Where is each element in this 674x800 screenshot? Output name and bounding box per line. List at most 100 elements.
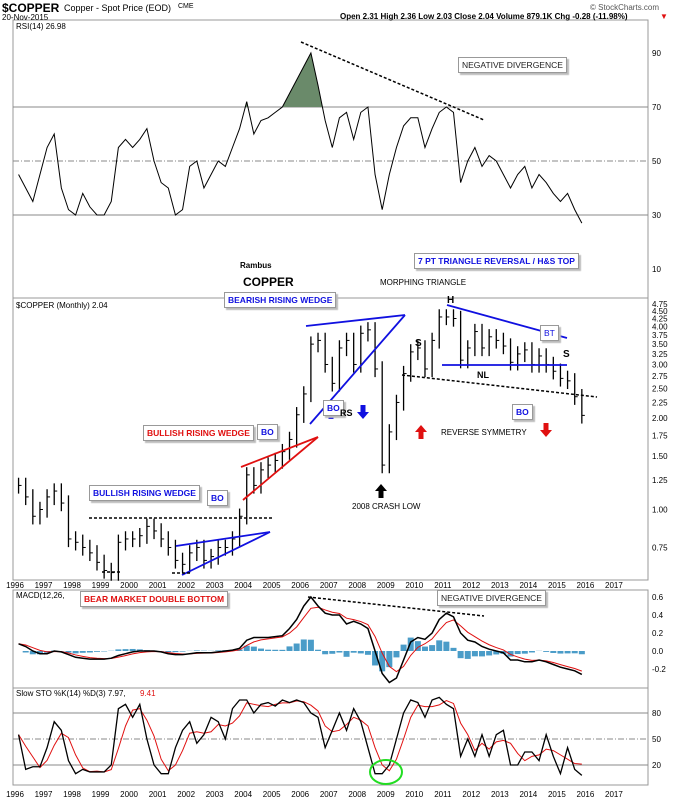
macd-divergence-line (307, 596, 485, 617)
x-tick-label-price: 2012 (462, 581, 480, 590)
price-tick-label: 3.50 (652, 340, 668, 349)
macd-histogram-bar (193, 650, 200, 651)
x-tick-label-bottom: 2007 (320, 790, 338, 799)
bullish-wedge-red-bottom (242, 436, 319, 501)
macd-histogram-bar (571, 651, 578, 654)
price-tick-label: 1.75 (652, 432, 668, 441)
rsi-label: RSI(14) 26.98 (16, 22, 66, 31)
macd-histogram-bar (364, 651, 371, 655)
macd-histogram-bar (79, 651, 86, 653)
macd-histogram-bar (129, 648, 136, 651)
bearish-wedge-top (305, 314, 406, 327)
macd-histogram-bar (578, 651, 585, 655)
macd-histogram-bar (136, 649, 143, 651)
macd-histogram-bar (393, 651, 400, 658)
x-tick-label-bottom: 1999 (92, 790, 110, 799)
x-tick-label-bottom: 2006 (291, 790, 309, 799)
macd-histogram-bar (93, 651, 100, 652)
price-tick-label: 3.25 (652, 350, 668, 359)
x-tick-label-bottom: 2014 (519, 790, 537, 799)
macd-line (18, 595, 583, 684)
panel-frame-3 (12, 687, 649, 786)
sto-d-value: 9.41 (140, 689, 156, 698)
x-tick-label-bottom: 1998 (63, 790, 81, 799)
x-tick-label-bottom: 2008 (348, 790, 366, 799)
annotation-right-shoulder: S (563, 349, 570, 360)
chart-title: COPPER (243, 275, 294, 289)
annotation-negative-divergence-rsi: NEGATIVE DIVERGENCE (458, 57, 567, 73)
x-tick-label-bottom: 2003 (206, 790, 224, 799)
x-tick-label-price: 2014 (519, 581, 537, 590)
price-tick-label: 4.75 (652, 300, 668, 309)
quote-line: Open 2.31 High 2.36 Low 2.03 Close 2.04 … (340, 12, 628, 21)
price-tick-label: 3.00 (652, 360, 668, 369)
x-tick-label-bottom: 2013 (491, 790, 509, 799)
annotation-left-shoulder: S (415, 338, 422, 349)
macd-histogram-bar (450, 647, 457, 651)
annotation-rs: RS (340, 408, 353, 418)
sto-oversold-circle (369, 759, 403, 785)
macd-histogram-bar (357, 651, 364, 654)
macd-histogram-bar (421, 646, 428, 651)
annotation-triangle: 7 PT TRIANGLE REVERSAL / H&S TOP (414, 253, 579, 269)
x-tick-label-bottom: 2017 (605, 790, 623, 799)
price-tick-label: 1.00 (652, 505, 668, 514)
macd-histogram-bar (343, 651, 350, 657)
price-tick-label: 2.75 (652, 372, 668, 381)
x-tick-label-bottom: 2005 (263, 790, 281, 799)
sto-d-line (18, 699, 582, 773)
macd-histogram-bar (350, 651, 357, 653)
annotation-bearish-wedge: BEARISH RISING WEDGE (224, 292, 337, 308)
rsi-tick-label: 10 (652, 265, 661, 274)
x-tick-label-price: 2008 (348, 581, 366, 590)
annotation-crash-low: 2008 CRASH LOW (352, 502, 421, 511)
bullish-wedge-blue-bottom (181, 531, 271, 576)
macd-histogram-bar (250, 646, 257, 651)
macd-histogram-bar (471, 651, 478, 657)
down-triangle-icon: ▼ (660, 12, 668, 21)
price-tick-label: 4.25 (652, 315, 668, 324)
x-tick-label-price: 2009 (377, 581, 395, 590)
macd-histogram-bar (72, 651, 79, 654)
macd-histogram-bar (379, 651, 386, 672)
macd-histogram-bar (507, 651, 514, 657)
arrow-up-icon (415, 425, 427, 439)
x-tick-label-price: 1997 (35, 581, 53, 590)
macd-histogram-bar (514, 651, 521, 655)
macd-histogram-bar (557, 651, 564, 654)
annotation-head: H (447, 295, 455, 306)
x-tick-label-price: 2016 (577, 581, 595, 590)
symbol: $COPPER (2, 1, 60, 15)
price-tick-label: 4.00 (652, 323, 668, 332)
sto-tick-label: 20 (652, 761, 661, 770)
arrow-up-icon (375, 484, 387, 498)
macd-histogram-bar (443, 641, 450, 651)
annotation-bullish-wedge-red: BULLISH RISING WEDGE (143, 425, 254, 441)
arrow-down-icon (357, 405, 369, 419)
x-tick-label-price: 2000 (120, 581, 138, 590)
macd-histogram-bar (479, 651, 486, 657)
x-tick-label-price: 2015 (548, 581, 566, 590)
x-tick-label-bottom: 2001 (149, 790, 167, 799)
annotation-bo-2: BO (512, 404, 533, 420)
annotation-bo-3: BO (257, 424, 278, 440)
macd-histogram-bar (307, 639, 314, 651)
macd-histogram-bar (215, 650, 222, 651)
macd-histogram-bar (36, 651, 43, 655)
macd-tick-label: 0.4 (652, 611, 664, 620)
annotation-bo-4: BO (207, 490, 228, 506)
macd-histogram-bar (22, 651, 29, 653)
price-label: $COPPER (Monthly) 2.04 (16, 301, 108, 310)
symbol-name: Copper - Spot Price (EOD) (64, 3, 172, 13)
macd-tick-label: 0.6 (652, 593, 664, 602)
price-tick-label: 1.25 (652, 476, 668, 485)
price-tick-label: 2.50 (652, 385, 668, 394)
macd-histogram-bar (257, 648, 264, 651)
x-tick-label-price: 1999 (92, 581, 110, 590)
macd-histogram-bar (550, 651, 557, 653)
price-tick-label: 2.25 (652, 398, 668, 407)
macd-histogram-bar (179, 651, 186, 652)
x-tick-label-price: 2006 (291, 581, 309, 590)
macd-histogram-bar (372, 651, 379, 666)
macd-histogram-bar (543, 651, 550, 652)
